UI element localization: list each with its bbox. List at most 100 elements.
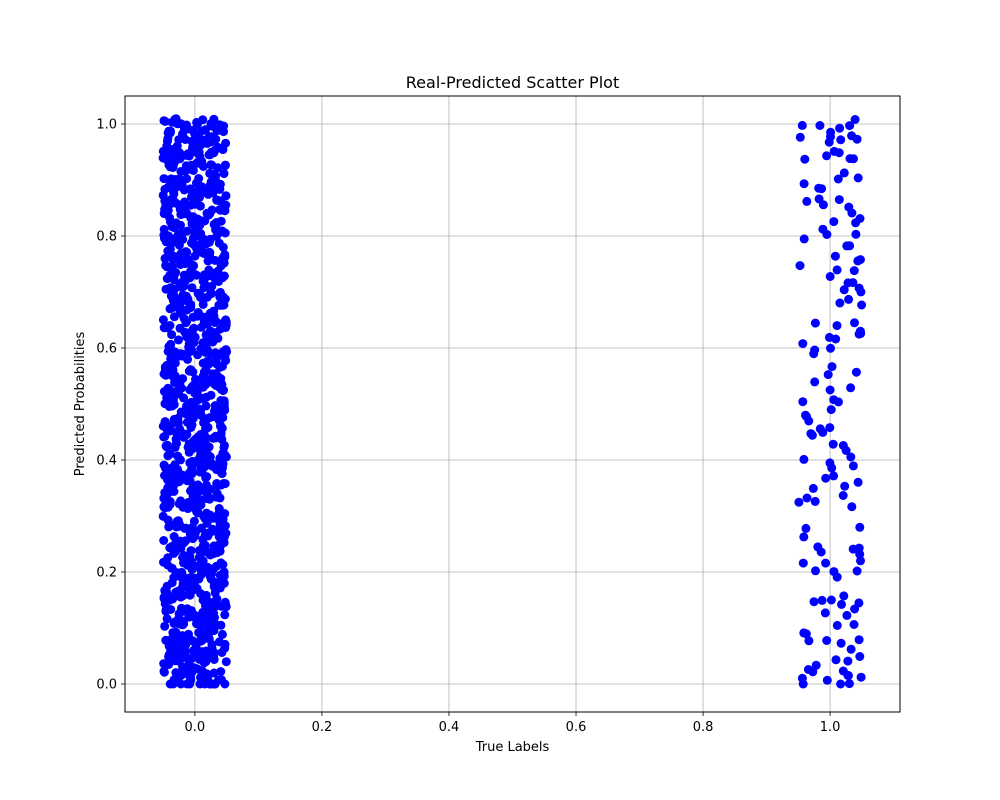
data-point bbox=[177, 470, 187, 480]
data-point bbox=[198, 445, 208, 454]
data-point bbox=[201, 480, 211, 490]
data-point bbox=[851, 229, 861, 239]
data-point bbox=[202, 292, 212, 302]
data-point bbox=[172, 646, 182, 656]
data-point bbox=[798, 558, 808, 568]
y-tick-label: 0.4 bbox=[96, 454, 117, 469]
data-point bbox=[187, 283, 197, 293]
data-point bbox=[205, 248, 215, 257]
data-point bbox=[827, 362, 837, 372]
data-point bbox=[198, 299, 208, 309]
data-point bbox=[801, 523, 811, 533]
data-point bbox=[186, 572, 196, 582]
data-point bbox=[820, 608, 830, 618]
data-point bbox=[159, 224, 169, 234]
y-tick-label: 0.2 bbox=[96, 566, 117, 581]
data-point bbox=[185, 590, 195, 600]
data-point bbox=[174, 178, 184, 188]
data-point bbox=[160, 621, 170, 631]
data-point bbox=[802, 493, 812, 503]
data-point bbox=[188, 367, 198, 377]
data-point bbox=[831, 655, 841, 665]
data-point bbox=[811, 566, 820, 576]
data-point bbox=[174, 335, 183, 345]
data-point bbox=[165, 179, 175, 189]
y-tick-label: 0.6 bbox=[96, 342, 117, 357]
data-points bbox=[158, 114, 867, 689]
data-point bbox=[843, 656, 853, 666]
plot-frame bbox=[124, 95, 901, 713]
data-point bbox=[854, 635, 864, 645]
data-point bbox=[165, 213, 175, 223]
data-point bbox=[195, 201, 205, 211]
data-point bbox=[198, 535, 208, 545]
data-point bbox=[806, 429, 816, 439]
data-point bbox=[210, 401, 220, 411]
data-point bbox=[168, 628, 178, 638]
data-point bbox=[847, 208, 857, 218]
data-point bbox=[201, 125, 211, 135]
data-point bbox=[845, 121, 855, 131]
data-point bbox=[160, 253, 170, 263]
x-tick-label: 0.4 bbox=[439, 720, 460, 735]
data-point bbox=[220, 679, 230, 689]
data-point bbox=[221, 191, 231, 201]
data-point bbox=[165, 270, 175, 280]
data-point bbox=[856, 556, 865, 566]
data-point bbox=[192, 583, 202, 593]
data-point bbox=[833, 174, 843, 184]
data-point bbox=[198, 115, 208, 125]
data-point bbox=[853, 477, 863, 487]
data-point bbox=[856, 672, 866, 682]
data-point bbox=[797, 120, 807, 130]
data-point bbox=[821, 558, 831, 568]
data-point bbox=[844, 294, 854, 304]
data-point bbox=[810, 318, 820, 328]
data-point bbox=[179, 281, 189, 291]
data-point bbox=[175, 323, 185, 333]
data-point bbox=[174, 303, 184, 313]
data-point bbox=[174, 656, 184, 666]
data-point bbox=[852, 566, 862, 576]
data-point bbox=[851, 367, 861, 377]
data-point bbox=[825, 272, 835, 281]
data-point bbox=[194, 628, 204, 638]
data-point bbox=[162, 614, 172, 624]
data-point bbox=[849, 620, 859, 629]
data-point bbox=[188, 143, 197, 153]
data-point bbox=[207, 640, 217, 649]
data-point bbox=[183, 579, 193, 589]
data-point bbox=[169, 414, 179, 424]
data-point bbox=[211, 619, 221, 629]
data-point bbox=[178, 591, 188, 601]
data-point bbox=[202, 344, 212, 354]
data-point bbox=[822, 636, 832, 645]
data-point bbox=[159, 233, 169, 243]
y-tick-label: 1.0 bbox=[96, 118, 117, 133]
data-point bbox=[166, 605, 176, 614]
data-point bbox=[167, 330, 177, 340]
data-point bbox=[842, 610, 852, 620]
data-point bbox=[186, 266, 196, 276]
data-point bbox=[205, 209, 215, 219]
data-point bbox=[839, 285, 849, 295]
data-point bbox=[159, 116, 169, 126]
data-point bbox=[837, 599, 846, 609]
data-point bbox=[208, 433, 218, 443]
data-point bbox=[171, 568, 181, 578]
data-point bbox=[190, 332, 200, 342]
data-point bbox=[166, 369, 176, 379]
data-point bbox=[187, 456, 197, 466]
data-point bbox=[210, 255, 220, 265]
data-point bbox=[211, 378, 221, 388]
data-point bbox=[159, 369, 169, 379]
data-point bbox=[845, 154, 855, 164]
data-point bbox=[829, 567, 839, 577]
data-point bbox=[173, 220, 183, 230]
data-point bbox=[217, 601, 227, 611]
data-point bbox=[205, 494, 215, 504]
data-point bbox=[850, 115, 860, 124]
data-point bbox=[192, 178, 201, 188]
data-point bbox=[810, 496, 820, 506]
